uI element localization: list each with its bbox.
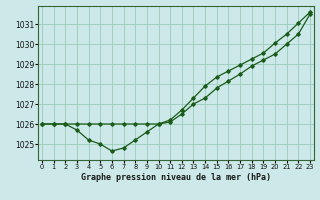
X-axis label: Graphe pression niveau de la mer (hPa): Graphe pression niveau de la mer (hPa) (81, 173, 271, 182)
